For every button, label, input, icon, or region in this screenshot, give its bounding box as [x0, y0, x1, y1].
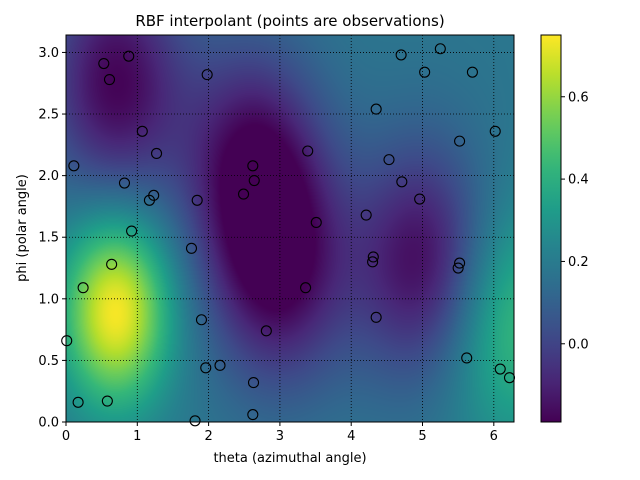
observation-point — [68, 160, 80, 172]
observation-point — [434, 43, 446, 55]
y-tick-label: 0.5 — [38, 354, 59, 369]
plot-area — [61, 34, 516, 427]
observation-point — [189, 415, 201, 427]
y-axis-label: phi (polar angle) — [15, 174, 30, 282]
observation-point — [77, 282, 89, 294]
observation-point — [360, 209, 372, 221]
colorbar-tick-label: 0.4 — [568, 173, 589, 188]
observation-point — [123, 50, 135, 62]
x-tick-label: 6 — [490, 429, 498, 444]
observation-point — [106, 258, 118, 270]
observation-point — [185, 242, 198, 254]
x-tick-label: 0 — [62, 429, 70, 444]
observation-point — [72, 396, 84, 408]
x-tick-label: 4 — [347, 429, 355, 444]
observation-point — [302, 145, 314, 157]
observation-point — [310, 216, 322, 228]
observation-point — [489, 125, 501, 137]
plot-frame — [65, 34, 515, 423]
observation-points — [61, 43, 516, 427]
observation-point — [367, 256, 379, 268]
x-axis-ticks: 0 1 2 3 4 5 6 — [62, 422, 498, 444]
x-axis-label: theta (azimuthal angle) — [213, 451, 366, 466]
observation-point — [396, 176, 408, 188]
observation-point — [466, 66, 478, 78]
observation-point — [191, 194, 203, 206]
observation-point — [136, 125, 148, 137]
chart-title: RBF interpolant (points are observations… — [135, 12, 444, 30]
observation-point — [395, 49, 407, 61]
observation-point — [201, 69, 213, 81]
x-tick-label: 3 — [276, 429, 284, 444]
x-tick-label: 1 — [133, 429, 141, 444]
observation-point — [452, 262, 464, 274]
x-tick-label: 5 — [418, 429, 426, 444]
observation-point — [151, 147, 163, 160]
observation-point — [367, 251, 379, 263]
y-tick-label: 2.0 — [38, 169, 59, 184]
y-tick-label: 3.0 — [38, 46, 59, 61]
observation-point — [143, 194, 155, 206]
observation-point — [103, 73, 116, 86]
observation-point — [118, 177, 131, 189]
observation-point — [247, 160, 259, 172]
colorbar: 0.0 0.2 0.4 0.6 — [540, 34, 589, 423]
observation-point — [454, 257, 466, 269]
observation-point — [126, 225, 138, 237]
observation-point — [195, 314, 208, 326]
observation-point — [461, 352, 473, 364]
y-axis-ticks: 0.0 0.5 1.0 1.5 2.0 2.5 3.0 — [38, 46, 66, 431]
observation-point — [370, 311, 382, 323]
colorbar-gradient — [541, 35, 561, 422]
observation-point — [260, 325, 272, 337]
observation-point — [247, 409, 259, 421]
observation-point — [247, 377, 260, 389]
y-tick-label: 2.5 — [38, 108, 59, 123]
y-tick-label: 0.0 — [38, 416, 59, 431]
observation-point — [200, 362, 212, 374]
colorbar-tick-label: 0.2 — [568, 255, 589, 270]
colorbar-tick-label: 0.0 — [568, 337, 589, 352]
heatmap-field — [66, 35, 514, 422]
observation-point — [419, 66, 431, 78]
observation-point — [214, 359, 226, 371]
observation-point — [383, 154, 395, 166]
y-tick-label: 1.0 — [38, 292, 59, 307]
observation-point — [454, 135, 466, 147]
colorbar-ticks: 0.0 0.2 0.4 0.6 — [561, 90, 589, 352]
y-tick-label: 1.5 — [38, 231, 59, 246]
observation-point — [61, 335, 73, 347]
observation-point — [300, 282, 312, 294]
colorbar-frame — [540, 34, 562, 423]
observation-point — [370, 103, 382, 115]
observation-point — [98, 57, 110, 70]
observation-point — [101, 395, 113, 407]
observation-point — [494, 363, 506, 375]
observation-point — [237, 188, 250, 200]
observation-point — [414, 193, 426, 205]
colorbar-tick-label: 0.6 — [568, 90, 589, 105]
observation-point — [248, 175, 260, 187]
x-tick-label: 2 — [204, 429, 212, 444]
